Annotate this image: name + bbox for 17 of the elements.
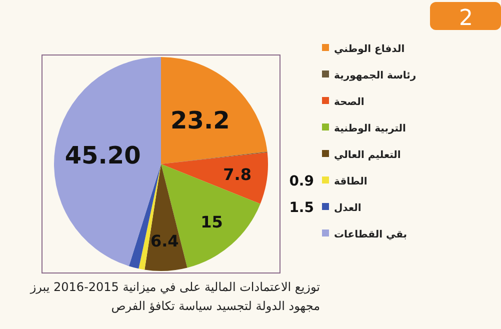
legend-label: الصحة xyxy=(334,97,364,108)
legend-label: العدل xyxy=(334,203,362,214)
legend-label: رئاسة الجمهورية xyxy=(334,70,416,82)
text: 2 xyxy=(459,6,473,31)
legend-label: الطاقة xyxy=(334,176,368,188)
legend-label: بقي القطاعات xyxy=(334,230,408,240)
data-label: 45.20 xyxy=(64,141,141,170)
data-label: 7.8 xyxy=(223,165,252,184)
data-label: 0.9 xyxy=(289,174,314,190)
data-label: 1.5 xyxy=(289,200,314,216)
legend-label: الدفاع الوطني xyxy=(334,44,405,55)
legend-label: التربية الوطنية xyxy=(334,124,406,134)
text: توزيع الاعتمادات المالية على في ميزانية 2015-2016 يبرز مجهود الدولة لتجسيد سياسة تكافؤ الفرص xyxy=(28,279,320,315)
legend-label: التعليم العالي xyxy=(334,150,401,161)
data-label: 15 xyxy=(200,212,223,232)
data-label: 6.4 xyxy=(150,232,179,251)
data-label: 23.2 xyxy=(170,106,230,134)
